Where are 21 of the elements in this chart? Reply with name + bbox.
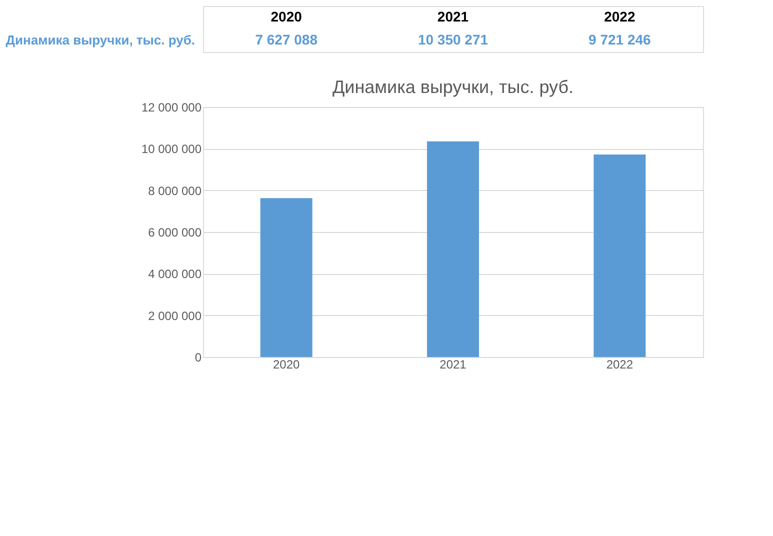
- category-label: 2020: [270, 8, 302, 24]
- data-label: 9 721 246: [588, 32, 652, 48]
- bar: [594, 154, 646, 357]
- y-tick-label: 8 000 000: [148, 184, 202, 198]
- category-label: 2022: [604, 8, 636, 24]
- x-tick-label: 2021: [440, 358, 467, 372]
- category-label: 2021: [437, 8, 469, 24]
- y-tick-label: 6 000 000: [148, 226, 202, 240]
- x-tick-label: 2022: [606, 358, 634, 372]
- y-tick-label: 4 000 000: [148, 267, 202, 282]
- y-tick-label: 12 000 000: [141, 100, 202, 114]
- text: Динамика выручки, тыс. руб.: [6, 32, 195, 48]
- chart-title: Динамика выручки, тыс. руб.: [332, 77, 574, 97]
- y-tick-label: 10 000 000: [141, 142, 202, 156]
- y-tick-label: 2 000 000: [148, 308, 202, 323]
- x-tick-label: 2020: [272, 358, 300, 372]
- y-tick-label: 0: [194, 350, 202, 364]
- bar: [427, 141, 479, 357]
- data-label: 7 627 088: [255, 32, 318, 48]
- data-label: 10 350 271: [418, 32, 488, 48]
- bar: [260, 198, 312, 357]
